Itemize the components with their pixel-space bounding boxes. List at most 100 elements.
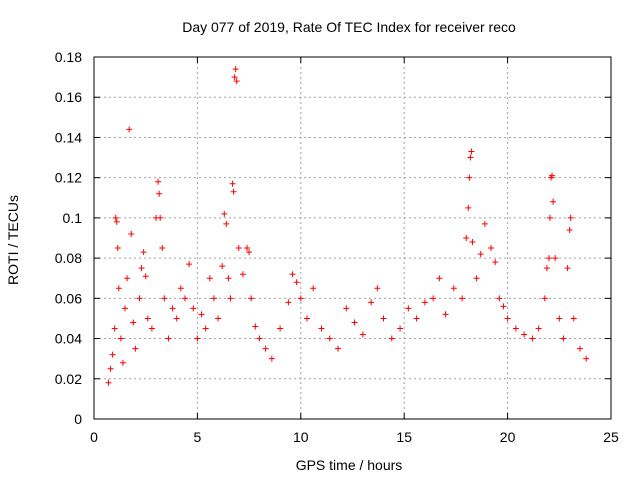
- data-point: [477, 251, 484, 258]
- data-point: [459, 295, 466, 302]
- data-point: [219, 263, 226, 270]
- data-point: [130, 319, 137, 326]
- data-point: [277, 325, 284, 332]
- chart-title: Day 077 of 2019, Rate Of TEC Index for r…: [182, 19, 516, 35]
- data-point: [231, 74, 238, 81]
- data-point: [122, 305, 129, 312]
- data-point: [138, 265, 145, 272]
- data-point: [262, 345, 269, 352]
- data-point: [368, 299, 375, 306]
- data-point: [343, 305, 350, 312]
- y-tick-label: 0.04: [55, 331, 82, 347]
- data-point: [326, 335, 333, 342]
- data-point: [156, 190, 163, 197]
- y-tick-label: 0.16: [55, 89, 82, 105]
- data-point: [115, 285, 122, 292]
- data-point: [165, 335, 172, 342]
- data-point: [583, 355, 590, 362]
- data-point: [190, 305, 197, 312]
- data-point: [430, 295, 437, 302]
- data-point: [177, 285, 184, 292]
- data-point: [223, 220, 230, 227]
- data-point: [335, 345, 342, 352]
- data-point: [105, 379, 112, 386]
- data-point: [215, 315, 222, 322]
- data-point: [570, 315, 577, 322]
- x-tick-label: 25: [603, 429, 619, 445]
- data-point: [225, 275, 232, 282]
- data-point: [113, 218, 120, 225]
- data-point: [244, 245, 251, 252]
- data-point: [552, 255, 559, 262]
- data-point: [465, 204, 472, 211]
- data-point: [318, 325, 325, 332]
- data-point: [114, 245, 121, 252]
- data-point: [304, 315, 311, 322]
- data-point: [285, 299, 292, 306]
- data-point: [128, 230, 135, 237]
- data-point: [206, 275, 213, 282]
- data-point: [450, 285, 457, 292]
- data-point: [186, 261, 193, 268]
- data-point: [148, 325, 155, 332]
- data-point: [481, 220, 488, 227]
- data-point: [521, 331, 528, 338]
- data-point: [181, 295, 188, 302]
- data-point: [488, 245, 495, 252]
- data-point: [126, 126, 133, 133]
- data-point: [466, 174, 473, 181]
- data-point: [239, 271, 246, 278]
- data-point: [469, 239, 476, 246]
- data-point: [157, 214, 164, 221]
- data-point: [289, 271, 296, 278]
- data-points: [105, 66, 590, 386]
- plot-frame: [93, 56, 612, 420]
- data-point: [545, 255, 552, 262]
- data-point: [246, 249, 253, 256]
- data-point: [436, 275, 443, 282]
- data-point: [112, 214, 119, 221]
- data-point: [107, 365, 114, 372]
- data-point: [351, 319, 358, 326]
- data-point: [252, 323, 259, 330]
- x-tick-labels: 0 5 10 15 20 25: [90, 429, 619, 445]
- data-point: [576, 345, 583, 352]
- x-tick-label: 20: [500, 429, 516, 445]
- data-point: [155, 178, 162, 185]
- data-point: [268, 355, 275, 362]
- y-axis-label: ROTI / TECUs: [5, 195, 21, 285]
- axis-ticks: [93, 56, 612, 420]
- data-point: [388, 335, 395, 342]
- y-tick-label: 0.06: [55, 290, 82, 306]
- data-point: [297, 295, 304, 302]
- data-point: [227, 295, 234, 302]
- data-point: [194, 335, 201, 342]
- data-point: [229, 180, 236, 187]
- data-point: [169, 305, 176, 312]
- data-point: [405, 305, 412, 312]
- data-point: [504, 315, 511, 322]
- data-point: [293, 279, 300, 286]
- y-tick-label: 0.08: [55, 250, 82, 266]
- data-point: [161, 295, 168, 302]
- data-point: [136, 295, 143, 302]
- y-tick-label: 0: [74, 411, 82, 427]
- y-tick-labels: 0 0.02 0.04 0.06 0.08 0.1 0.12 0.14 0.16 0.18: [55, 49, 82, 427]
- data-point: [256, 335, 263, 342]
- data-point: [550, 198, 557, 205]
- data-point: [144, 315, 151, 322]
- y-tick-label: 0.02: [55, 371, 82, 387]
- data-point: [310, 285, 317, 292]
- y-tick-label: 0.12: [55, 170, 82, 186]
- data-point: [210, 295, 217, 302]
- data-point: [142, 273, 149, 280]
- data-point: [119, 359, 126, 366]
- data-point: [413, 315, 420, 322]
- data-point: [140, 249, 147, 256]
- data-point: [111, 325, 118, 332]
- data-point: [500, 303, 507, 310]
- data-point: [248, 295, 255, 302]
- data-point: [232, 66, 239, 73]
- data-point: [549, 172, 556, 179]
